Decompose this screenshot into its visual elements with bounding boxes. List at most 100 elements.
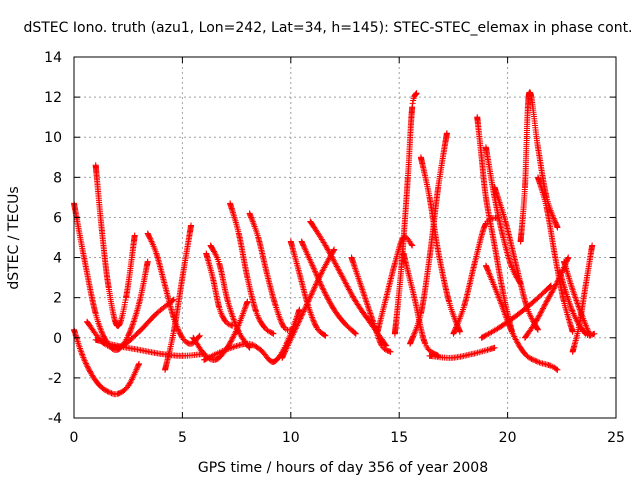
data-point-marker bbox=[228, 337, 235, 344]
series-27 bbox=[491, 184, 541, 333]
y-tick-label: 14 bbox=[44, 50, 62, 66]
series-2 bbox=[92, 162, 138, 329]
data-point-marker bbox=[83, 360, 90, 367]
data-point-marker bbox=[528, 355, 535, 362]
series-21 bbox=[407, 130, 450, 347]
series-29 bbox=[482, 262, 561, 373]
data-point-marker bbox=[299, 241, 306, 248]
data-point-marker bbox=[364, 303, 371, 310]
data-point-marker bbox=[495, 294, 502, 301]
data-point-marker bbox=[294, 321, 301, 328]
data-point-marker bbox=[282, 347, 289, 354]
data-point-marker bbox=[133, 366, 140, 373]
data-point-marker bbox=[256, 315, 263, 322]
data-point-marker bbox=[537, 309, 544, 316]
data-point-marker bbox=[324, 295, 331, 302]
data-point-marker bbox=[547, 290, 554, 297]
data-point-marker bbox=[550, 286, 557, 293]
data-point-marker bbox=[362, 295, 369, 302]
series-11 bbox=[246, 210, 296, 334]
data-point-marker bbox=[534, 314, 541, 321]
data-point-marker bbox=[227, 338, 234, 345]
data-point-marker bbox=[218, 311, 225, 318]
data-point-marker bbox=[97, 326, 104, 333]
data-point-marker bbox=[298, 312, 305, 319]
data-point-marker bbox=[326, 299, 333, 306]
data-point-marker bbox=[435, 352, 442, 359]
data-point-marker bbox=[581, 329, 588, 336]
data-point-marker bbox=[78, 348, 85, 355]
data-point-marker bbox=[129, 321, 136, 328]
data-point-marker bbox=[314, 274, 321, 281]
data-point-marker bbox=[534, 316, 541, 323]
data-point-marker bbox=[361, 292, 368, 299]
data-point-marker bbox=[546, 293, 553, 300]
data-point-marker bbox=[408, 241, 415, 248]
data-point-marker bbox=[230, 316, 237, 323]
data-point-marker bbox=[249, 341, 256, 348]
series-17 bbox=[348, 254, 394, 355]
data-point-marker bbox=[376, 336, 383, 343]
data-point-marker bbox=[320, 286, 327, 293]
data-point-marker bbox=[129, 322, 136, 329]
data-point-marker bbox=[201, 350, 208, 357]
data-point-marker bbox=[211, 249, 218, 256]
data-point-marker bbox=[383, 346, 390, 353]
data-point-marker bbox=[131, 316, 138, 323]
data-point-marker bbox=[507, 326, 514, 333]
data-point-marker bbox=[294, 313, 301, 320]
data-point-marker bbox=[244, 298, 251, 305]
x-tick-label: 15 bbox=[390, 430, 408, 446]
data-point-marker bbox=[539, 306, 546, 313]
data-point-marker bbox=[313, 271, 320, 278]
data-point-marker bbox=[363, 298, 370, 305]
data-point-marker bbox=[364, 301, 371, 308]
y-tick-label: 0 bbox=[53, 331, 62, 347]
data-point-marker bbox=[358, 285, 365, 292]
data-point-marker bbox=[270, 330, 277, 337]
data-point-marker bbox=[360, 289, 367, 296]
data-point-marker bbox=[323, 292, 330, 299]
data-point-marker bbox=[144, 258, 151, 265]
data-point-marker bbox=[319, 283, 326, 290]
data-point-marker bbox=[226, 341, 233, 348]
data-point-marker bbox=[210, 247, 217, 254]
data-point-marker bbox=[532, 357, 539, 364]
data-point-marker bbox=[409, 242, 416, 249]
data-point-marker bbox=[105, 388, 112, 395]
data-point-marker bbox=[299, 309, 306, 316]
data-point-marker bbox=[222, 346, 229, 353]
data-point-marker bbox=[352, 330, 359, 337]
data-point-marker bbox=[301, 307, 308, 314]
data-point-marker bbox=[375, 333, 382, 340]
data-point-marker bbox=[312, 268, 319, 275]
data-point-marker bbox=[410, 332, 417, 339]
data-point-marker bbox=[321, 289, 328, 296]
axis-ticks: 0 5 10 15 20 25 -4 -2 0 2 4 6 8 10 12 14 bbox=[44, 50, 625, 446]
data-point-marker bbox=[540, 304, 547, 311]
data-point-marker bbox=[317, 279, 324, 286]
data-point-marker bbox=[413, 90, 420, 97]
data-point-marker bbox=[537, 311, 544, 317]
data-point-marker bbox=[309, 290, 316, 297]
data-point-marker bbox=[535, 313, 542, 320]
data-point-marker bbox=[225, 321, 232, 328]
data-point-marker bbox=[108, 390, 115, 397]
data-point-marker bbox=[82, 359, 89, 366]
data-point-marker bbox=[546, 283, 553, 290]
data-point-marker bbox=[229, 335, 236, 342]
data-point-marker bbox=[296, 318, 303, 325]
data-point-marker bbox=[293, 323, 300, 330]
data-point-marker bbox=[107, 389, 114, 396]
data-point-marker bbox=[196, 333, 203, 340]
data-point-marker bbox=[309, 262, 316, 269]
data-point-marker bbox=[545, 296, 552, 303]
data-point-marker bbox=[307, 292, 314, 299]
data-point-marker bbox=[311, 284, 318, 291]
data-point-marker bbox=[531, 357, 538, 364]
data-point-marker bbox=[300, 242, 307, 249]
data-point-marker bbox=[78, 350, 85, 357]
data-point-marker bbox=[83, 362, 90, 369]
data-point-marker bbox=[504, 317, 511, 324]
